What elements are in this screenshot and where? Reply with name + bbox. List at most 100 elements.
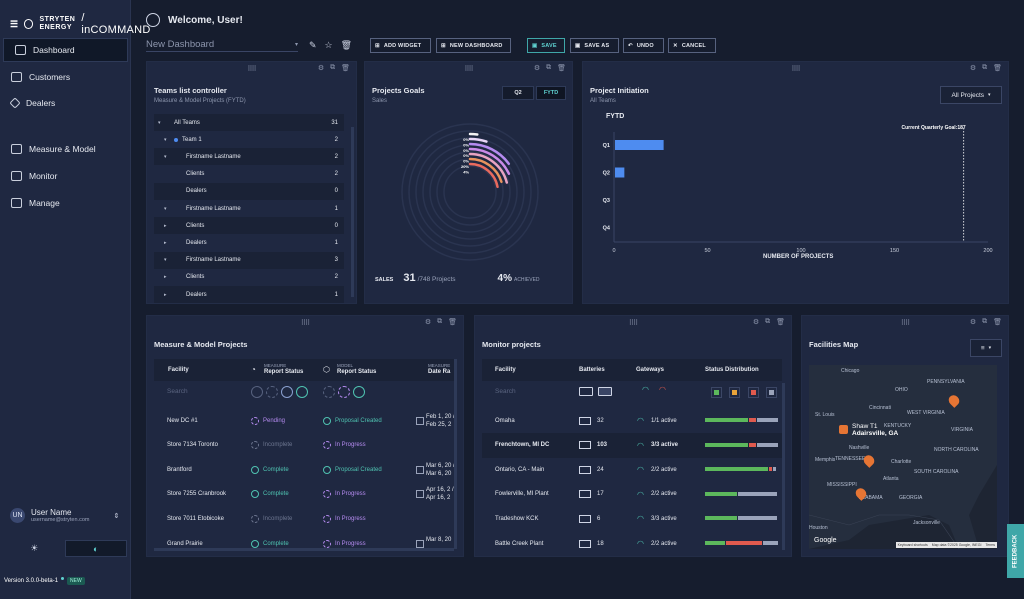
status-distribution-bar[interactable] bbox=[705, 491, 777, 496]
bar[interactable] bbox=[615, 167, 625, 178]
search-input[interactable]: Search bbox=[167, 388, 188, 395]
tree-row[interactable]: ▾ Firstname Lastname 1 bbox=[154, 200, 344, 217]
trash-icon[interactable]: 🗑 bbox=[340, 40, 353, 50]
nav-item-dealers[interactable]: Dealers bbox=[0, 91, 131, 115]
bar[interactable] bbox=[615, 140, 664, 150]
scrollbar[interactable] bbox=[782, 383, 785, 550]
filter-incomplete-icon[interactable] bbox=[323, 386, 335, 398]
status-red-filter[interactable] bbox=[748, 387, 759, 398]
chevron-icon[interactable]: ▾ bbox=[158, 119, 161, 126]
settings-icon[interactable]: ⚙ bbox=[424, 319, 432, 326]
scrollbar[interactable] bbox=[351, 127, 354, 297]
light-mode-button[interactable]: ☀ bbox=[4, 540, 65, 557]
trash-icon[interactable]: 🗑 bbox=[341, 65, 350, 72]
copy-icon[interactable]: ⧉ bbox=[982, 64, 988, 71]
copy-icon[interactable]: ⧉ bbox=[982, 318, 988, 325]
undo-button[interactable]: ↶ UNDO bbox=[623, 38, 664, 53]
projects-filter-dropdown[interactable]: All Projects ▾ bbox=[940, 86, 1002, 104]
trash-icon[interactable]: 🗑 bbox=[557, 65, 566, 72]
nav-item-dashboard[interactable]: Dashboard bbox=[3, 38, 128, 62]
filter-pending-icon[interactable] bbox=[251, 386, 263, 398]
keyboard-shortcuts-link[interactable]: Keyboard shortcuts bbox=[897, 543, 928, 547]
settings-icon[interactable]: ⚙ bbox=[969, 65, 977, 72]
settings-icon[interactable]: ⚙ bbox=[969, 319, 977, 326]
tree-row[interactable]: ▸ Clients 0 bbox=[154, 217, 344, 235]
copy-icon[interactable]: ⧉ bbox=[546, 64, 552, 71]
status-distribution-bar[interactable] bbox=[705, 442, 778, 447]
status-distribution-bar[interactable] bbox=[705, 541, 778, 545]
status-orange-filter[interactable] bbox=[729, 387, 740, 398]
table-row[interactable]: Battle Creek Plant 18 ◠ 2/2 active bbox=[482, 531, 782, 556]
tree-row[interactable]: ▸ Dealers 1 bbox=[154, 286, 344, 303]
tree-row[interactable]: Clients 2 bbox=[154, 166, 344, 183]
filter-clock-icon[interactable] bbox=[281, 386, 293, 398]
col-facility[interactable]: Facility bbox=[168, 367, 189, 373]
tree-row[interactable]: ▸ Clients 2 bbox=[154, 269, 344, 286]
menu-collapse-icon[interactable]: ☰ bbox=[10, 18, 19, 29]
status-distribution-bar[interactable] bbox=[705, 516, 777, 521]
copy-icon[interactable]: ⧉ bbox=[765, 318, 771, 325]
tab-fytd[interactable]: FYTD bbox=[536, 86, 566, 100]
chevron-icon[interactable]: ▾ bbox=[164, 136, 167, 143]
table-row[interactable]: Fowlerville, MI Plant 17 ◠ 2/2 active bbox=[482, 482, 782, 507]
tree-row[interactable]: ▸ Dealers 1 bbox=[154, 234, 344, 251]
save-button[interactable]: ▣ SAVE bbox=[527, 38, 565, 53]
table-row[interactable]: Store 7255 Cranbrook Complete In Progres… bbox=[154, 482, 454, 507]
col-batteries[interactable]: Batteries bbox=[579, 367, 605, 373]
battery-full-filter-icon[interactable] bbox=[598, 387, 612, 396]
drag-handle-icon[interactable]: ⠿⠿ bbox=[900, 320, 910, 327]
status-distribution-bar[interactable] bbox=[705, 418, 778, 422]
map-filter-dropdown[interactable]: ≡ ▾ bbox=[970, 339, 1002, 357]
terms-link[interactable]: Terms bbox=[985, 543, 995, 547]
tree-row[interactable]: Dealers 0 bbox=[154, 182, 344, 200]
wifi-off-filter-icon[interactable]: ◠ bbox=[659, 385, 666, 394]
drag-handle-icon[interactable]: ⠿⠿ bbox=[300, 320, 310, 327]
trash-icon[interactable]: 🗑 bbox=[448, 319, 457, 326]
chevron-icon[interactable]: ▸ bbox=[164, 291, 167, 298]
search-input[interactable]: Search bbox=[495, 388, 516, 395]
table-row[interactable]: Frenchtown, MI DC 103 ◠ 3/3 active bbox=[482, 432, 782, 458]
brand-logo[interactable]: ☰ STRYTEN ENERGY / inCOMMAND bbox=[10, 12, 151, 36]
table-row[interactable]: Grand Prairie Complete In Progress Mar 8… bbox=[154, 531, 454, 556]
star-icon[interactable]: ☆ bbox=[324, 40, 333, 50]
dashboard-select[interactable]: New Dashboard ▾ bbox=[146, 38, 298, 52]
filter-created-icon[interactable] bbox=[353, 386, 365, 398]
drag-handle-icon[interactable]: ⠿⠿ bbox=[791, 66, 800, 73]
edit-icon[interactable]: ✎ bbox=[309, 40, 317, 50]
status-distribution-bar[interactable] bbox=[705, 467, 777, 472]
feedback-tab[interactable]: FEEDBACK bbox=[1007, 524, 1024, 578]
map-callout[interactable]: Shaw T1 Adairsville, GA bbox=[839, 423, 898, 437]
col-date[interactable]: Date Ra bbox=[428, 369, 451, 375]
col-gateways[interactable]: Gateways bbox=[636, 367, 665, 373]
table-row[interactable]: Store 7134 Toronto Incomplete In Progres… bbox=[154, 433, 454, 458]
chevron-updown-icon[interactable]: ⇕ bbox=[113, 512, 120, 520]
scrollbar[interactable] bbox=[454, 359, 457, 549]
facilities-map[interactable]: Chicago PENNSYLVANIA OHIO St. Louis Cincinna… bbox=[809, 365, 997, 549]
nav-item-manage[interactable]: Manage bbox=[0, 191, 131, 215]
table-row[interactable]: Store 7011 Etobicoke Incomplete In Progr… bbox=[154, 506, 454, 531]
status-green-filter[interactable] bbox=[711, 387, 722, 398]
chevron-icon[interactable]: ▸ bbox=[164, 274, 167, 281]
wifi-filter-icon[interactable]: ◠ bbox=[642, 385, 649, 394]
col-measure[interactable]: Report Status bbox=[264, 369, 304, 375]
model-filter-icons[interactable] bbox=[323, 386, 365, 398]
tree-row[interactable]: ▾ All Teams 31 bbox=[154, 114, 344, 131]
table-row[interactable]: Tradeshow KCK 6 ◠ 3/3 active bbox=[482, 506, 782, 531]
tree-row[interactable]: ▾ Firstname Lastname 2 bbox=[154, 148, 344, 166]
trash-icon[interactable]: 🗑 bbox=[993, 65, 1002, 72]
chevron-icon[interactable]: ▾ bbox=[164, 257, 167, 264]
col-model[interactable]: Report Status bbox=[337, 369, 377, 375]
copy-icon[interactable]: ⧉ bbox=[437, 318, 443, 325]
filter-progress-icon[interactable] bbox=[338, 386, 350, 398]
table-row[interactable]: Omaha 32 ◠ 1/1 active bbox=[482, 408, 782, 433]
col-facility[interactable]: Facility bbox=[495, 367, 516, 373]
chevron-icon[interactable]: ▾ bbox=[164, 205, 167, 212]
status-grey-filter[interactable] bbox=[766, 387, 777, 398]
measure-filter-icons[interactable] bbox=[251, 386, 308, 398]
drag-handle-icon[interactable]: ⠿⠿ bbox=[628, 320, 638, 327]
table-row[interactable]: Brantford Complete Proposal Created Mar … bbox=[154, 457, 455, 482]
filter-complete-icon[interactable] bbox=[296, 386, 308, 398]
nav-item-customers[interactable]: Customers bbox=[0, 65, 131, 89]
user-menu[interactable]: UN User Name username@stryten.com ⇕ bbox=[10, 508, 119, 523]
filter-incomplete-icon[interactable] bbox=[266, 386, 278, 398]
